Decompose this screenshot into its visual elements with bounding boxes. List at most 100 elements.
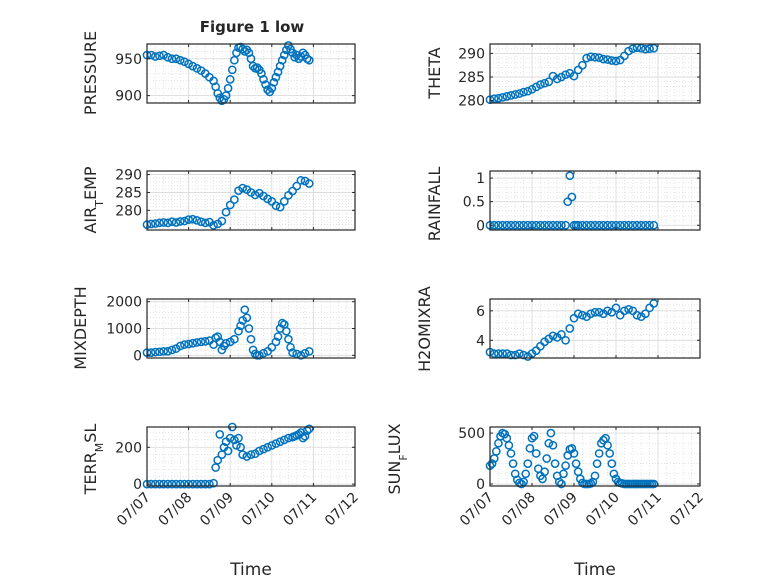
- mixdepth-data-point: [159, 346, 168, 356]
- mixdepth-data-point: [221, 338, 231, 348]
- theta-data-point: [611, 56, 621, 66]
- air-temp-axes-box: [146, 170, 356, 231]
- mixdepth-y-tick-label: 2000: [106, 295, 142, 311]
- rainfall-y-tick-label: 1: [476, 171, 485, 187]
- sun-flux-data-point: [586, 479, 596, 488]
- pressure-data-point: [217, 96, 227, 106]
- mixdepth-data-point: [254, 350, 264, 360]
- h2omixra-data-point: [586, 309, 596, 319]
- theta-data-point: [594, 53, 604, 63]
- pressure-data-point: [252, 63, 262, 72]
- h2omixra-data-point: [594, 307, 604, 317]
- sun-flux-data-point: [571, 459, 581, 468]
- sun-flux-data-point: [594, 449, 604, 458]
- rainfall-data-point: [573, 220, 583, 230]
- pressure-data-point: [238, 44, 248, 54]
- pressure-data-point: [290, 52, 300, 62]
- rainfall-plot-area: [490, 171, 700, 230]
- sun-flux-data-point: [590, 471, 600, 481]
- sun-flux-data-point: [544, 438, 554, 448]
- h2omixra-data-point: [519, 350, 528, 360]
- mixdepth-y-tick-label: 1000: [106, 322, 142, 338]
- air-temp-ylabel-subscript: T: [93, 200, 106, 208]
- mixdepth-data-point: [234, 326, 243, 336]
- h2omixra-data-point: [611, 303, 621, 313]
- air-temp-data-point: [175, 217, 185, 226]
- mixdepth-data-point: [282, 326, 291, 336]
- sun-flux-data-point: [548, 440, 558, 450]
- pressure-data-point: [192, 63, 202, 73]
- mixdepth-data-point: [284, 334, 293, 344]
- theta-data-point: [527, 84, 537, 94]
- pressure-panel: PRESSURE 900 950: [81, 31, 356, 115]
- h2omixra-ylabel: H2OMIXRA: [415, 286, 434, 372]
- rainfall-data-point: [502, 220, 512, 230]
- rainfall-data-point: [567, 192, 577, 202]
- mixdepth-data-point: [296, 350, 306, 360]
- rainfall-data-point: [586, 220, 596, 230]
- air-temp-data-point: [155, 218, 164, 228]
- h2omixra-data-point: [506, 350, 516, 360]
- theta-data-point: [552, 74, 562, 84]
- terr-msl-data-point: [209, 478, 218, 488]
- terr-msl-data-point: [279, 435, 289, 445]
- rainfall-ylabel: RAINFALL: [425, 167, 444, 242]
- terr-msl-data-point: [155, 479, 164, 489]
- sun-flux-ylabel-subscript: F: [397, 454, 410, 460]
- mixdepth-data-point: [200, 337, 210, 346]
- terr-msl-data-point: [150, 479, 160, 489]
- rainfall-data-point: [510, 220, 520, 230]
- mixdepth-ylabel: MIXDEPTH: [71, 286, 90, 369]
- sun-flux-data-point: [605, 449, 615, 458]
- h2omixra-y-tick-label: 6: [476, 304, 485, 320]
- sun-flux-data-point: [649, 479, 659, 489]
- h2omixra-data-point: [557, 330, 566, 339]
- theta-data-point: [502, 92, 512, 101]
- h2omixra-data-point: [641, 309, 650, 319]
- terr-msl-data-point: [246, 450, 256, 460]
- pressure-data-point: [294, 54, 304, 64]
- air-temp-data-point: [292, 181, 302, 191]
- rainfall-data-point: [540, 220, 549, 230]
- mixdepth-data-point: [288, 348, 297, 357]
- air-temp-data-point: [171, 218, 181, 227]
- sun-flux-data-point: [609, 469, 619, 479]
- terr-msl-data-point: [275, 437, 285, 447]
- air-temp-data-point: [159, 218, 168, 227]
- sun-flux-data-point: [561, 461, 570, 471]
- sun-flux-data-point: [523, 459, 533, 468]
- pressure-data-point: [223, 83, 233, 93]
- mixdepth-data-point: [271, 337, 281, 347]
- theta-y-tick-label: 285: [458, 70, 485, 86]
- theta-data-point: [578, 60, 587, 70]
- h2omixra-axes-box: [489, 298, 701, 359]
- sun-flux-data-point: [517, 479, 526, 489]
- mixdepth-data-point: [196, 337, 206, 347]
- pressure-data-point: [227, 65, 237, 75]
- theta-data-point: [586, 52, 596, 62]
- mixdepth-data-point: [300, 348, 310, 358]
- sun-flux-data-point: [531, 449, 541, 458]
- pressure-data-point: [302, 54, 312, 64]
- air-temp-data-point: [217, 216, 227, 226]
- pressure-data-point: [188, 61, 198, 71]
- rainfall-data-point: [544, 220, 554, 230]
- theta-data-point: [607, 56, 617, 65]
- pressure-data-point: [184, 59, 193, 69]
- rainfall-data-point: [494, 220, 503, 230]
- rainfall-panel: RAINFALL 0 0.5 1: [425, 167, 701, 242]
- pressure-data-point: [298, 48, 308, 58]
- air-temp-y-tick-label: 290: [115, 168, 142, 184]
- rainfall-data-point: [506, 220, 516, 230]
- theta-axes-box: [489, 43, 701, 104]
- h2omixra-data-point: [548, 331, 558, 341]
- theta-data-point: [561, 70, 570, 80]
- air-temp-data-point: [288, 186, 297, 196]
- rainfall-data-point: [548, 220, 558, 230]
- air-temp-data-point: [180, 216, 189, 226]
- theta-data-point: [557, 72, 566, 82]
- rainfall-y-tick-label: 0: [476, 218, 485, 234]
- air-temp-data-point: [196, 217, 206, 227]
- mixdepth-data-point: [259, 348, 268, 358]
